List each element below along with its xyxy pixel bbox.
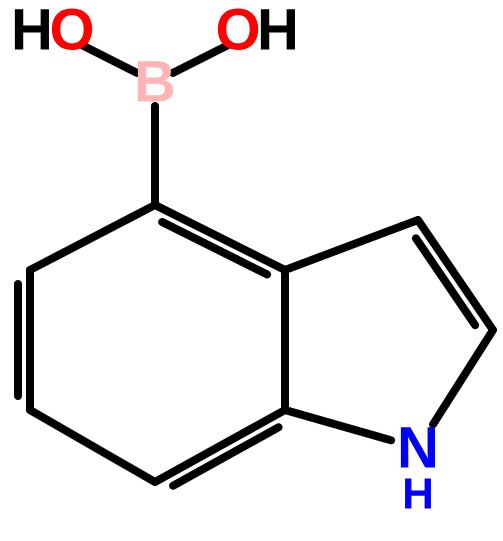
atom-O2-O: O	[215, 0, 260, 63]
molecule-diagram: HOBOHNH	[0, 0, 503, 541]
atom-N1-H: H	[402, 470, 434, 519]
atom-B: B	[134, 50, 176, 115]
atom-O1-O: O	[49, 0, 94, 63]
atom-O2-H: H	[257, 0, 299, 63]
atom-O1-H: H	[11, 0, 53, 63]
